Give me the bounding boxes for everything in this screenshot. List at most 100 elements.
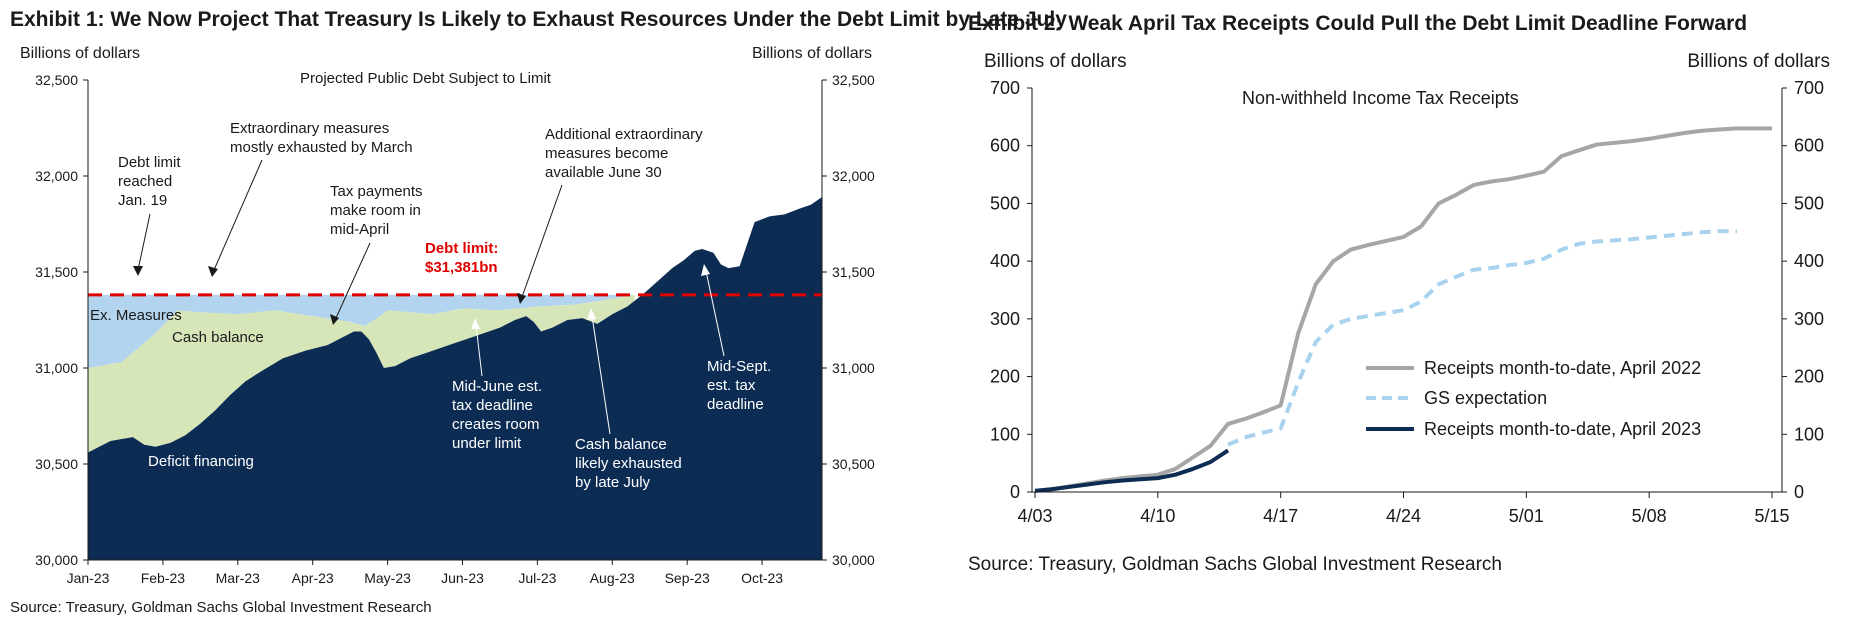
- exhibit2-ytick-right: 100: [1794, 424, 1824, 444]
- arrow-mid-sept: [705, 270, 725, 357]
- exhibit1-axes: 30,000 30,000 30,500 30,500 31,000 31,000 31,5…: [35, 72, 875, 586]
- line-receipts-2022: [1034, 126, 1772, 493]
- arrow-debt-limit-reached: [137, 213, 151, 271]
- arrowhead-cash-exhausted: [587, 308, 596, 320]
- exhibit1-ytick-left: 31,000: [35, 360, 78, 376]
- annotation-tax-payments-2: make room in: [330, 202, 421, 219]
- exhibit2-xtick: 5/15: [1754, 506, 1789, 526]
- exhibit2-xtick: 4/03: [1017, 506, 1052, 526]
- exhibit2-xtick: 5/01: [1509, 506, 1544, 526]
- exhibit1-ytick-left: 32,000: [35, 168, 78, 184]
- exhibit2-title: Exhibit 2: Weak April Tax Receipts Could…: [968, 12, 1747, 35]
- exhibit2-axes: 0 0 100 100 200 200 300 300 400 400 500 500 600 600 70…: [990, 78, 1824, 526]
- exhibit1-xtick: Jun-23: [441, 570, 484, 586]
- annotation-debt-limit-reached-3: Jan. 19: [118, 192, 167, 209]
- annotation-tax-payments-3: mid-April: [330, 221, 389, 238]
- arrow-cash-exhausted: [591, 315, 611, 435]
- line-receipts-2023: [1034, 448, 1230, 493]
- annotation-mid-sept-1: Mid-Sept.: [707, 358, 771, 375]
- annotation-cash-exhausted-2: likely exhausted: [575, 455, 682, 472]
- exhibit2-ytick-left: 400: [990, 251, 1020, 271]
- exhibit1-xtick: Mar-23: [216, 570, 261, 586]
- exhibit1-ytick-right: 32,000: [832, 168, 875, 184]
- exhibit2-plot: [1034, 126, 1772, 493]
- arrow-mid-june: [475, 324, 483, 377]
- line-gs-expectation: [1227, 229, 1737, 447]
- label-cash-balance: Cash balance: [172, 329, 264, 346]
- arrowhead-debt-limit-reached: [133, 266, 143, 276]
- annotation-cash-exhausted-1: Cash balance: [575, 436, 667, 453]
- exhibit1-source: Source: Treasury, Goldman Sachs Global I…: [10, 599, 432, 616]
- exhibit1-xtick: Feb-23: [141, 570, 186, 586]
- exhibit2-ytick-left: 200: [990, 367, 1020, 387]
- exhibit2-xtick: 4/17: [1263, 506, 1298, 526]
- exhibit2-ytick-right: 0: [1794, 482, 1804, 502]
- annotation-mid-june-3: creates room: [452, 416, 540, 433]
- exhibit2-xtick: 4/10: [1140, 506, 1175, 526]
- arrow-tax-payments: [335, 242, 371, 319]
- exhibit1-title: Exhibit 1: We Now Project That Treasury …: [10, 8, 1067, 31]
- exhibit1-unit-left: Billions of dollars: [20, 45, 140, 62]
- exhibit1-xtick: May-23: [364, 570, 411, 586]
- area-ex-measures: [88, 294, 635, 368]
- annotation-extraordinary-1: Extraordinary measures: [230, 120, 389, 137]
- arrowhead-mid-sept: [701, 264, 710, 276]
- exhibit2-xtick: 5/08: [1632, 506, 1667, 526]
- exhibit2-source: Source: Treasury, Goldman Sachs Global I…: [968, 554, 1502, 575]
- area-deficit-financing: [88, 197, 822, 560]
- exhibit1-xtick: Oct-23: [741, 570, 783, 586]
- annotation-mid-june-4: under limit: [452, 435, 522, 452]
- exhibit2-ytick-right: 400: [1794, 251, 1824, 271]
- exhibit2-ytick-right: 200: [1794, 367, 1824, 387]
- arrowhead-extraordinary: [208, 266, 218, 277]
- arrow-additional: [521, 184, 563, 298]
- annotation-mid-sept-3: deadline: [707, 396, 764, 413]
- exhibit2-unit-right: Billions of dollars: [1687, 51, 1830, 72]
- annotation-mid-june-1: Mid-June est.: [452, 378, 542, 395]
- exhibit2-ytick-left: 300: [990, 309, 1020, 329]
- exhibit1-xtick: Aug-23: [590, 570, 635, 586]
- exhibit1-xtick: Jul-23: [518, 570, 556, 586]
- arrowhead-mid-june: [471, 318, 480, 329]
- annotation-additional-3: available June 30: [545, 164, 662, 181]
- exhibit2-xtick: 4/24: [1386, 506, 1421, 526]
- annotation-debt-limit-label-1: Debt limit:: [425, 240, 498, 257]
- exhibit1-ytick-right: 30,000: [832, 552, 875, 568]
- arrowhead-additional: [517, 293, 526, 304]
- legend-label-2023: Receipts month-to-date, April 2023: [1424, 419, 1701, 439]
- exhibit1-ytick-right: 32,500: [832, 72, 875, 88]
- exhibit2-legend: Receipts month-to-date, April 2022 GS ex…: [1366, 358, 1701, 439]
- exhibit2-inner-title: Non-withheld Income Tax Receipts: [1242, 88, 1519, 108]
- exhibit1-xtick: Apr-23: [292, 570, 334, 586]
- exhibit1-ytick-right: 31,000: [832, 360, 875, 376]
- legend-label-gs: GS expectation: [1424, 388, 1547, 408]
- exhibit2-unit-left: Billions of dollars: [984, 51, 1127, 72]
- exhibit1-ytick-left: 30,000: [35, 552, 78, 568]
- annotation-additional-1: Additional extraordinary: [545, 126, 703, 143]
- exhibit2-ytick-left: 500: [990, 193, 1020, 213]
- exhibit2-ytick-right: 300: [1794, 309, 1824, 329]
- annotation-extraordinary-2: mostly exhausted by March: [230, 139, 413, 156]
- exhibit2-ytick-right: 500: [1794, 193, 1824, 213]
- label-deficit-financing: Deficit financing: [148, 453, 254, 470]
- exhibit1-unit-right: Billions of dollars: [752, 45, 872, 62]
- exhibit2-ytick-left: 700: [990, 78, 1020, 98]
- exhibit1-ytick-left: 31,500: [35, 264, 78, 280]
- annotation-mid-sept-2: est. tax: [707, 377, 756, 394]
- exhibit1-xtick: Jan-23: [67, 570, 110, 586]
- annotation-tax-payments-1: Tax payments: [330, 183, 423, 200]
- exhibit2-ytick-left: 100: [990, 424, 1020, 444]
- exhibit1-plot: [88, 197, 822, 560]
- annotation-mid-june-2: tax deadline: [452, 397, 533, 414]
- exhibit1-xtick: Sep-23: [665, 570, 710, 586]
- annotation-debt-limit-reached-2: reached: [118, 173, 172, 190]
- annotation-additional-2: measures become: [545, 145, 668, 162]
- annotation-cash-exhausted-3: by late July: [575, 474, 651, 491]
- area-cash-balance: [88, 294, 635, 453]
- legend-label-2022: Receipts month-to-date, April 2022: [1424, 358, 1701, 378]
- arrowhead-tax-payments: [330, 314, 339, 325]
- exhibit1-ytick-left: 30,500: [35, 456, 78, 472]
- annotation-debt-limit-reached-1: Debt limit: [118, 154, 181, 171]
- arrow-extraordinary: [213, 159, 263, 271]
